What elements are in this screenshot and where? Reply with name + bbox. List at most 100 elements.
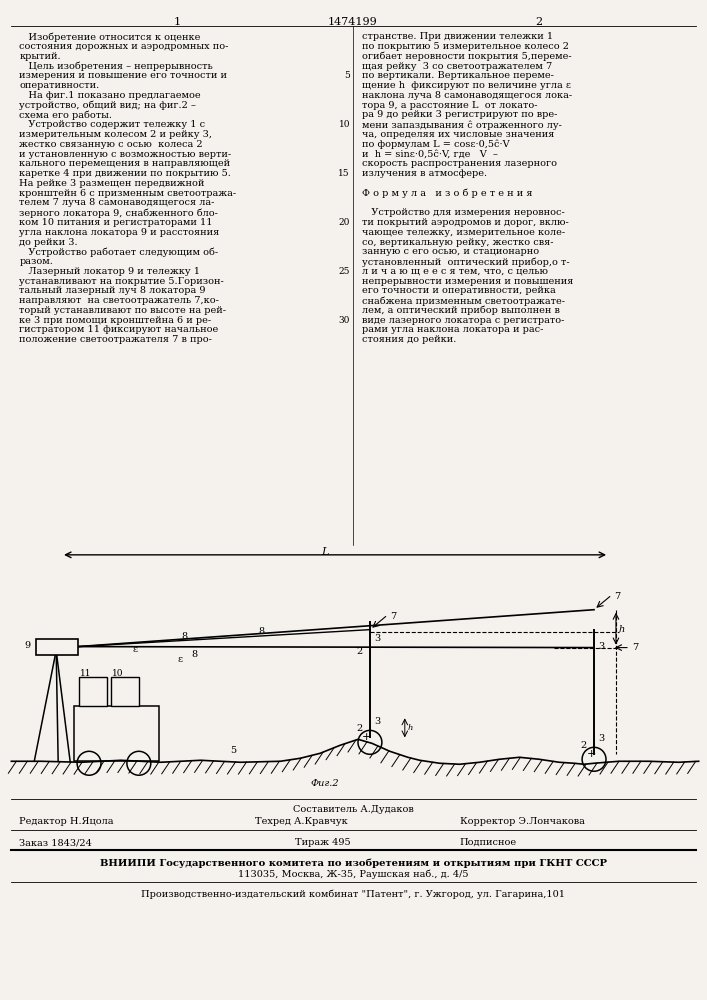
Text: телем 7 луча 8 самонаводящегося ла-: телем 7 луча 8 самонаводящегося ла-: [19, 198, 215, 207]
Text: гистратором 11 фиксируют начальное: гистратором 11 фиксируют начальное: [19, 325, 218, 334]
Text: положение светоотражателя 7 в про-: положение светоотражателя 7 в про-: [19, 335, 212, 344]
Text: Цель изобретения – непрерывность: Цель изобретения – непрерывность: [19, 62, 213, 71]
Text: 25: 25: [339, 267, 350, 276]
Text: Устройство для измерения неровнос-: Устройство для измерения неровнос-: [362, 208, 565, 217]
Text: кронштейн 6 с призменным светоотража-: кронштейн 6 с призменным светоотража-: [19, 189, 236, 198]
Text: 9: 9: [24, 641, 30, 650]
Text: ча, определяя их числовые значения: ча, определяя их числовые значения: [362, 130, 554, 139]
Text: чающее тележку, измерительное коле-: чающее тележку, измерительное коле-: [362, 228, 565, 237]
Text: каретке 4 при движении по покрытию 5.: каретке 4 при движении по покрытию 5.: [19, 169, 231, 178]
Text: по вертикали. Вертикальное переме-: по вертикали. Вертикальное переме-: [362, 71, 554, 80]
Text: Техред А.Кравчук: Техред А.Кравчук: [255, 817, 348, 826]
Text: 5: 5: [344, 71, 350, 80]
Text: излучения в атмосфере.: излучения в атмосфере.: [362, 169, 487, 178]
Text: устройство, общий вид; на фиг.2 –: устройство, общий вид; на фиг.2 –: [19, 101, 197, 110]
Text: снабжена призменным светоотражате-: снабжена призменным светоотражате-: [362, 296, 565, 306]
Text: +: +: [586, 749, 596, 759]
Text: Тираж 495: Тираж 495: [296, 838, 351, 847]
Text: 113035, Москва, Ж-35, Раушская наб., д. 4/5: 113035, Москва, Ж-35, Раушская наб., д. …: [238, 870, 468, 879]
Text: жестко связанную с осью  колеса 2: жестко связанную с осью колеса 2: [19, 140, 203, 149]
Bar: [74, 706, 159, 761]
Text: 3: 3: [374, 634, 380, 643]
Text: тальный лазерный луч 8 локатора 9: тальный лазерный луч 8 локатора 9: [19, 286, 206, 295]
Text: Составитель А.Дудаков: Составитель А.Дудаков: [293, 805, 414, 814]
Text: состояния дорожных и аэродромных по-: состояния дорожных и аэродромных по-: [19, 42, 228, 51]
Text: Редактор Н.Яцола: Редактор Н.Яцола: [19, 817, 114, 826]
Text: На рейке 3 размещен передвижной: На рейке 3 размещен передвижной: [19, 179, 205, 188]
Text: +: +: [362, 732, 372, 742]
Text: до рейки 3.: до рейки 3.: [19, 238, 78, 247]
Text: зерного локатора 9, снабженного бло-: зерного локатора 9, снабженного бло-: [19, 208, 218, 218]
Text: 8: 8: [181, 632, 187, 641]
Text: оперативности.: оперативности.: [19, 81, 100, 90]
Text: л и ч а ю щ е е с я тем, что, с целью: л и ч а ю щ е е с я тем, что, с целью: [362, 267, 548, 276]
Text: рами угла наклона локатора и рас-: рами угла наклона локатора и рас-: [362, 325, 544, 334]
Bar: [36, 639, 78, 655]
Text: L: L: [322, 547, 329, 557]
Text: измерительным колесом 2 и рейку 3,: измерительным колесом 2 и рейку 3,: [19, 130, 212, 139]
Text: его точности и оперативности, рейка: его точности и оперативности, рейка: [362, 286, 556, 295]
Text: Фиг.2: Фиг.2: [310, 779, 339, 788]
Text: устанавливают на покрытие 5.Горизон-: устанавливают на покрытие 5.Горизон-: [19, 277, 224, 286]
Text: 7: 7: [632, 643, 638, 652]
Text: ком 10 питания и регистраторами 11: ком 10 питания и регистраторами 11: [19, 218, 213, 227]
Text: 5: 5: [230, 746, 237, 755]
Text: странстве. При движении тележки 1: странстве. При движении тележки 1: [362, 32, 553, 41]
Text: занную с его осью, и стационарно: занную с его осью, и стационарно: [362, 247, 539, 256]
Text: 11: 11: [80, 669, 92, 678]
Text: 10: 10: [339, 120, 350, 129]
Text: ВНИИПИ Государственного комитета по изобретениям и открытиям при ГКНТ СССР: ВНИИПИ Государственного комитета по изоб…: [100, 858, 607, 868]
Text: h: h: [619, 625, 625, 634]
Text: Ф о р м у л а   и з о б р е т е н и я: Ф о р м у л а и з о б р е т е н и я: [362, 189, 532, 198]
Text: наклона луча 8 самонаводящегося лока-: наклона луча 8 самонаводящегося лока-: [362, 91, 572, 100]
Text: 2: 2: [580, 741, 586, 750]
Text: по покрытию 5 измерительное колесо 2: по покрытию 5 измерительное колесо 2: [362, 42, 569, 51]
Text: Корректор Э.Лончакова: Корректор Э.Лончакова: [460, 817, 585, 826]
Text: ра 9 до рейки 3 регистрируют по вре-: ра 9 до рейки 3 регистрируют по вре-: [362, 110, 557, 119]
Text: непрерывности измерения и повышения: непрерывности измерения и повышения: [362, 277, 573, 286]
Text: огибает неровности покрытия 5,переме-: огибает неровности покрытия 5,переме-: [362, 52, 571, 61]
Text: торый устанавливают по высоте на рей-: торый устанавливают по высоте на рей-: [19, 306, 226, 315]
Text: 0: 0: [40, 642, 45, 651]
Text: ке 3 при помощи кронштейна 6 и ре-: ке 3 при помощи кронштейна 6 и ре-: [19, 316, 211, 325]
Text: 8: 8: [259, 627, 265, 636]
Text: 3: 3: [598, 642, 604, 651]
Text: установленный  оптический прибор,о т-: установленный оптический прибор,о т-: [362, 257, 570, 267]
Text: направляют  на светоотражатель 7,ко-: направляют на светоотражатель 7,ко-: [19, 296, 219, 305]
Text: виде лазерного локатора с регистрато-: виде лазерного локатора с регистрато-: [362, 316, 564, 325]
Text: 2: 2: [356, 724, 362, 733]
Text: 1474199: 1474199: [328, 17, 378, 27]
Text: 7: 7: [614, 592, 620, 601]
Text: со, вертикальную рейку, жестко свя-: со, вертикальную рейку, жестко свя-: [362, 238, 554, 247]
Text: 3: 3: [374, 717, 380, 726]
Text: угла наклона локатора 9 и расстояния: угла наклона локатора 9 и расстояния: [19, 228, 220, 237]
Text: лем, а оптический прибор выполнен в: лем, а оптический прибор выполнен в: [362, 306, 560, 315]
Text: ε: ε: [133, 645, 138, 654]
Text: 2: 2: [356, 647, 362, 656]
Text: измерения и повышение его точности и: измерения и повышение его точности и: [19, 71, 228, 80]
Text: 30: 30: [339, 316, 350, 325]
Text: схема его работы.: схема его работы.: [19, 110, 112, 120]
Text: 1: 1: [174, 17, 181, 27]
Text: 7: 7: [390, 612, 396, 621]
Text: по формулам L = cosε·0,5ĉ·V: по формулам L = cosε·0,5ĉ·V: [362, 140, 510, 149]
Text: щение h  фиксируют по величине угла ε: щение h фиксируют по величине угла ε: [362, 81, 571, 90]
Text: 10: 10: [112, 669, 124, 678]
Text: и  h = sinε·0,5ĉ·V, где   V  –: и h = sinε·0,5ĉ·V, где V –: [362, 150, 498, 159]
Text: щая рейку  3 со светоотражателем 7: щая рейку 3 со светоотражателем 7: [362, 62, 552, 71]
Text: Изобретение относится к оценке: Изобретение относится к оценке: [19, 32, 201, 42]
Bar: [79, 677, 107, 706]
Text: ε: ε: [177, 655, 183, 664]
Text: h: h: [408, 724, 413, 732]
Text: Устройство содержит тележку 1 с: Устройство содержит тележку 1 с: [19, 120, 206, 129]
Text: Лазерный локатор 9 и тележку 1: Лазерный локатор 9 и тележку 1: [19, 267, 200, 276]
Text: скорость распространения лазерного: скорость распространения лазерного: [362, 159, 557, 168]
Text: стояния до рейки.: стояния до рейки.: [362, 335, 456, 344]
Text: Устройство работает следующим об-: Устройство работает следующим об-: [19, 247, 218, 257]
Text: На фиг.1 показано предлагаемое: На фиг.1 показано предлагаемое: [19, 91, 201, 100]
Text: разом.: разом.: [19, 257, 53, 266]
Bar: [111, 677, 139, 706]
Text: Производственно-издательский комбинат "Патент", г. Ужгород, ул. Гагарина,101: Производственно-издательский комбинат "П…: [141, 890, 565, 899]
Text: 3: 3: [598, 734, 604, 743]
Text: кального перемещения в направляющей: кального перемещения в направляющей: [19, 159, 230, 168]
